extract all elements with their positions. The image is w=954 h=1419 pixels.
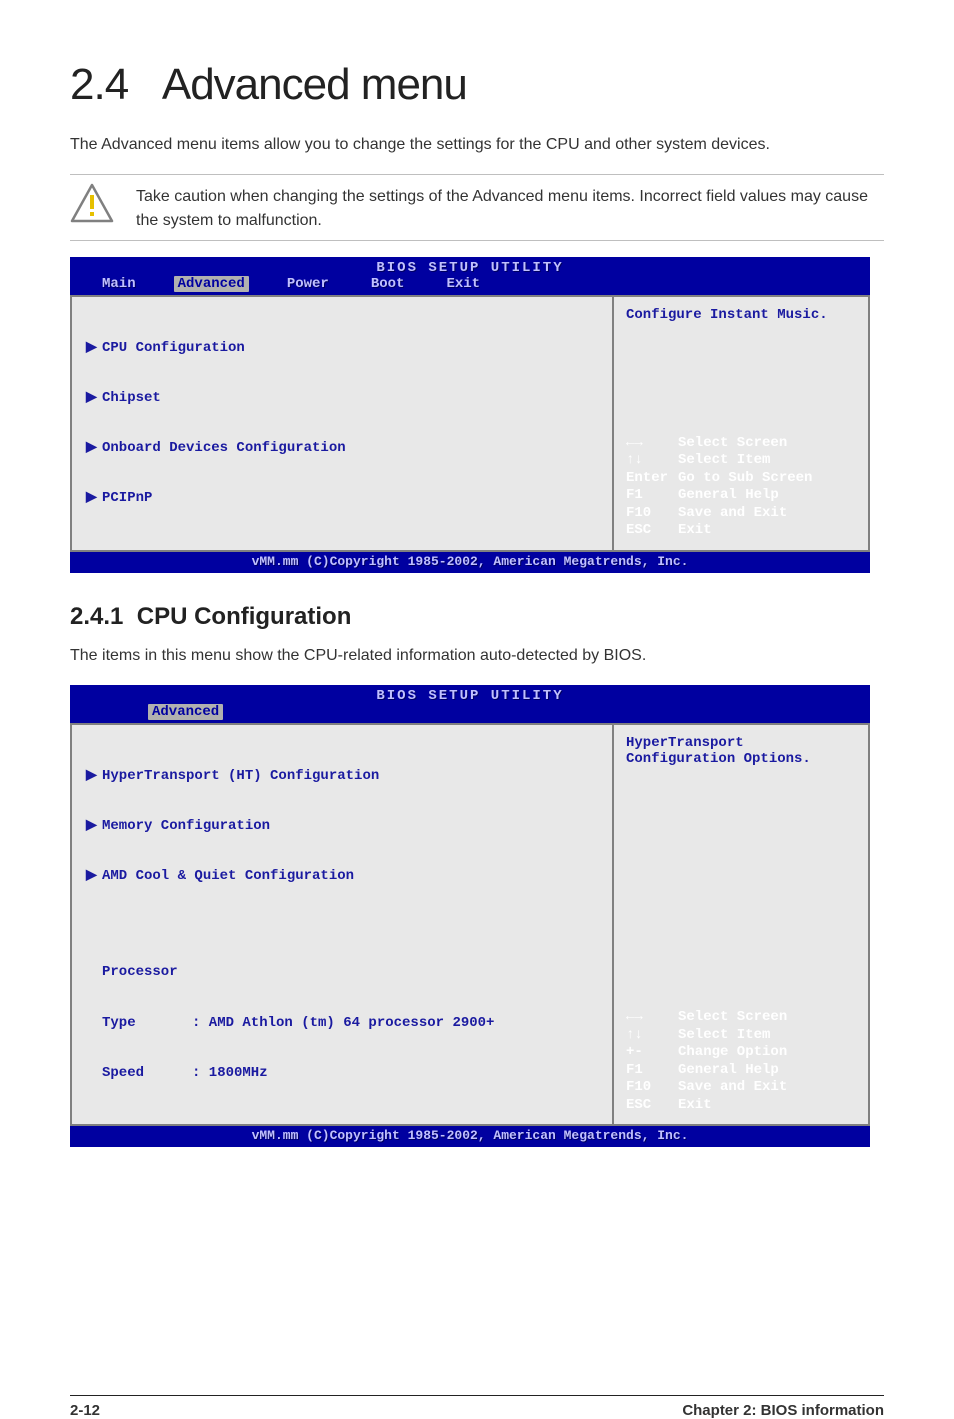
hotkey-label: Exit — [678, 1097, 712, 1115]
processor-type-row: Type : AMD Athlon (tm) 64 processor 2900+ — [86, 1014, 598, 1032]
hotkey-label: Go to Sub Screen — [678, 470, 812, 488]
section-title-text: Advanced menu — [162, 60, 467, 109]
submenu-arrow-icon: ▶ — [86, 339, 96, 357]
bios-left-pane: ▶ HyperTransport (HT) Configuration ▶ Memo… — [70, 723, 612, 1126]
subsection-number: 2.4.1 — [70, 603, 123, 630]
hotkey-label: Save and Exit — [678, 1079, 787, 1097]
page-number: 2-12 — [70, 1402, 100, 1419]
processor-type-value: : AMD Athlon (tm) 64 processor 2900+ — [192, 1014, 494, 1032]
hotkey-key: ESC — [626, 522, 678, 540]
bios-left-pane: ▶ CPU Configuration ▶ Chipset ▶ Onboard Dev… — [70, 295, 612, 552]
bios-tab-advanced[interactable]: Advanced — [148, 704, 223, 720]
hotkey-label: Select Screen — [678, 1009, 787, 1027]
submenu-arrow-icon: ▶ — [86, 489, 96, 507]
subsection-intro: The items in this menu show the CPU-rela… — [70, 645, 884, 667]
bios-help-text: HyperTransport Configuration Options. — [626, 735, 856, 767]
bios-footer: vMM.mm (C)Copyright 1985-2002, American … — [70, 1126, 870, 1147]
caution-text: Take caution when changing the settings … — [136, 183, 884, 231]
section-intro: The Advanced menu items allow you to cha… — [70, 134, 884, 156]
menu-item-label: PCIPnP — [102, 489, 152, 507]
submenu-arrow-icon: ▶ — [86, 867, 96, 885]
bios-tab-advanced[interactable]: Advanced — [174, 276, 249, 292]
hotkey-key: +- — [626, 1044, 678, 1062]
hotkey-key: F10 — [626, 1079, 678, 1097]
menu-item-hypertransport[interactable]: ▶ HyperTransport (HT) Configuration — [86, 767, 598, 785]
hotkey-label: Select Item — [678, 1027, 770, 1045]
processor-speed-value: : 1800MHz — [192, 1064, 268, 1082]
hotkey-key: F1 — [626, 487, 678, 505]
chapter-label: Chapter 2: BIOS information — [682, 1402, 884, 1419]
hotkey-key: ←→ — [626, 1009, 678, 1027]
submenu-arrow-icon: ▶ — [86, 389, 96, 407]
menu-item-label: Memory Configuration — [102, 817, 270, 835]
bios-help-text: Configure Instant Music. — [626, 307, 856, 323]
bios-hotkey-help: ←→Select Screen ↑↓Select Item +-Change O… — [626, 1009, 856, 1114]
menu-item-amd-cool-quiet[interactable]: ▶ AMD Cool & Quiet Configuration — [86, 867, 598, 885]
subsection-title: CPU Configuration — [137, 603, 352, 630]
menu-item-label: CPU Configuration — [102, 339, 245, 357]
bios-tab-bar: Main Advanced Power Boot Exit — [70, 276, 870, 295]
menu-item-memory-configuration[interactable]: ▶ Memory Configuration — [86, 817, 598, 835]
hotkey-key: Enter — [626, 470, 678, 488]
processor-speed-label: Speed — [102, 1064, 186, 1082]
hotkey-label: Select Screen — [678, 435, 787, 453]
bios-hotkey-help: ←→Select Screen ↑↓Select Item EnterGo to… — [626, 435, 856, 540]
caution-note: Take caution when changing the settings … — [70, 174, 884, 240]
section-heading: 2.4 Advanced menu — [70, 60, 884, 110]
hotkey-label: Select Item — [678, 452, 770, 470]
section-number: 2.4 — [70, 60, 128, 109]
processor-type-label: Type — [102, 1014, 186, 1032]
bios-tab-power[interactable]: Power — [283, 276, 333, 292]
menu-item-label: HyperTransport (HT) Configuration — [102, 767, 379, 785]
caution-icon — [70, 183, 114, 223]
menu-item-cpu-configuration[interactable]: ▶ CPU Configuration — [86, 339, 598, 357]
hotkey-key: ↑↓ — [626, 1027, 678, 1045]
bios-right-pane: Configure Instant Music. ←→Select Screen… — [612, 295, 870, 552]
menu-item-onboard-devices[interactable]: ▶ Onboard Devices Configuration — [86, 439, 598, 457]
bios-header: BIOS SETUP UTILITY — [70, 685, 870, 704]
processor-header: Processor — [86, 963, 598, 981]
hotkey-key: F1 — [626, 1062, 678, 1080]
hotkey-label: General Help — [678, 487, 779, 505]
bios-header: BIOS SETUP UTILITY — [70, 257, 870, 276]
hotkey-label: Change Option — [678, 1044, 787, 1062]
submenu-arrow-icon: ▶ — [86, 439, 96, 457]
bios-tab-bar: Advanced — [70, 704, 870, 723]
bios-footer: vMM.mm (C)Copyright 1985-2002, American … — [70, 552, 870, 573]
submenu-arrow-icon: ▶ — [86, 817, 96, 835]
hotkey-label: General Help — [678, 1062, 779, 1080]
menu-item-label: Chipset — [102, 389, 161, 407]
menu-item-label: AMD Cool & Quiet Configuration — [102, 867, 354, 885]
bios-tab-boot[interactable]: Boot — [367, 276, 409, 292]
bios-right-pane: HyperTransport Configuration Options. ←→… — [612, 723, 870, 1126]
menu-item-label: Onboard Devices Configuration — [102, 439, 346, 457]
menu-item-chipset[interactable]: ▶ Chipset — [86, 389, 598, 407]
bios-screen-cpu-configuration: BIOS SETUP UTILITY Advanced ▶ HyperTransp… — [70, 685, 870, 1147]
page-footer: 2-12 Chapter 2: BIOS information — [70, 1395, 884, 1419]
hotkey-key: F10 — [626, 505, 678, 523]
bios-tab-exit[interactable]: Exit — [442, 276, 484, 292]
bios-tab-main[interactable]: Main — [98, 276, 140, 292]
bios-screen-advanced-menu: BIOS SETUP UTILITY Main Advanced Power B… — [70, 257, 870, 573]
hotkey-label: Exit — [678, 522, 712, 540]
processor-speed-row: Speed : 1800MHz — [86, 1064, 598, 1082]
hotkey-key: ↑↓ — [626, 452, 678, 470]
menu-item-pcipnp[interactable]: ▶ PCIPnP — [86, 489, 598, 507]
hotkey-key: ←→ — [626, 435, 678, 453]
hotkey-label: Save and Exit — [678, 505, 787, 523]
hotkey-key: ESC — [626, 1097, 678, 1115]
submenu-arrow-icon: ▶ — [86, 767, 96, 785]
subsection-heading: 2.4.1 CPU Configuration — [70, 603, 884, 631]
